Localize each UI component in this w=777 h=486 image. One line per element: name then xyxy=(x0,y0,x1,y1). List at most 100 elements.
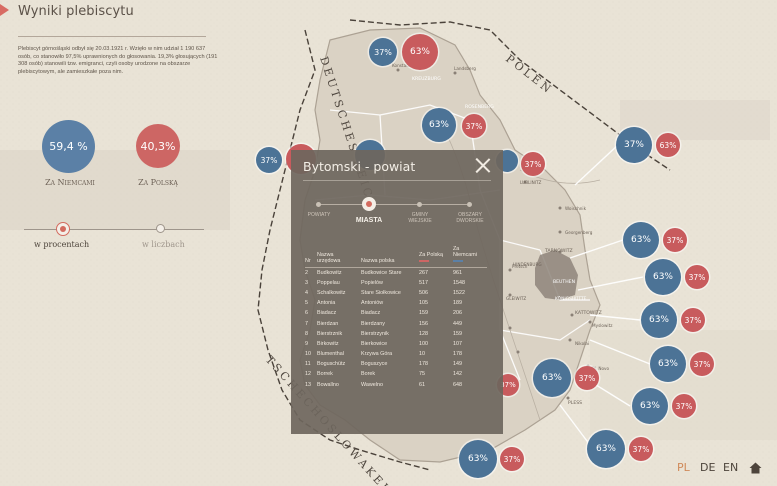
results-table: Nr Nazwa urzędowa Nazwa polska Za Polską… xyxy=(305,246,487,390)
close-icon[interactable] xyxy=(475,157,491,173)
bubble-germany[interactable]: 63% xyxy=(650,346,686,382)
cell-polish: Popielów xyxy=(361,279,383,286)
table-header: Nr Nazwa urzędowa Nazwa polska Za Polską… xyxy=(305,246,487,268)
bubble-germany[interactable]: 37% xyxy=(369,38,397,66)
cell-nr: 9 xyxy=(305,340,308,347)
cell-nr: 12 xyxy=(305,371,311,378)
cell-pl: 517 xyxy=(419,279,428,286)
industrial-district xyxy=(535,250,578,300)
cell-nr: 8 xyxy=(305,330,308,337)
step-obszary-dot[interactable] xyxy=(467,202,472,207)
cell-de: 961 xyxy=(453,269,462,276)
step-powiaty-label[interactable]: POWIATY xyxy=(307,212,331,218)
bubble-germany[interactable]: 37% xyxy=(616,127,652,163)
cell-official: Borrek xyxy=(317,371,333,378)
bubble-poland[interactable]: 37% xyxy=(672,394,696,418)
bubble-poland[interactable]: 63% xyxy=(402,34,438,70)
cell-polish: Krzywa Góra xyxy=(361,351,393,358)
germany-total-value: 59,4 % xyxy=(49,140,88,153)
bubble-poland[interactable]: 37% xyxy=(575,366,599,390)
cell-polish: Bierkowice xyxy=(361,340,388,347)
toggle-count-radio[interactable] xyxy=(156,224,165,233)
bubble-poland[interactable]: 37% xyxy=(690,352,714,376)
bubble-germany[interactable]: 63% xyxy=(632,388,668,424)
cell-de: 189 xyxy=(453,300,462,307)
cell-nr: 5 xyxy=(305,300,308,307)
toggle-percent-radio[interactable] xyxy=(56,222,70,236)
cell-pl: 506 xyxy=(419,289,428,296)
cell-nr: 4 xyxy=(305,289,308,296)
table-row: 12 Borrek Borek 75 142 xyxy=(305,369,487,379)
cell-official: Blumenthal xyxy=(317,351,344,358)
bubble-poland[interactable]: 37% xyxy=(663,228,687,252)
step-obszary-label[interactable]: OBSZARY DWORSKIE xyxy=(456,212,484,224)
table-row: 5 Antonia Antoniów 105 189 xyxy=(305,298,487,308)
bubble-germany[interactable]: 63% xyxy=(533,359,571,397)
table-row: 4 Schalkowitz Stare Siołkowice 506 1522 xyxy=(305,288,487,298)
bubble-germany[interactable]: 63% xyxy=(641,302,677,338)
bubble-germany[interactable]: 63% xyxy=(623,222,659,258)
home-icon[interactable] xyxy=(749,462,762,474)
lang-pl[interactable]: PL xyxy=(677,461,690,474)
header-marker-icon xyxy=(0,4,9,16)
cell-de: 159 xyxy=(453,330,462,337)
bubble-germany[interactable]: 63% xyxy=(459,440,497,478)
bubble-poland[interactable]: 37% xyxy=(521,152,545,176)
cell-pl: 105 xyxy=(419,300,428,307)
cell-official: Biadacz xyxy=(317,310,337,317)
svg-text:Georgenberg: Georgenberg xyxy=(565,230,593,235)
table-row: 6 Biadacz Biadacz 159 206 xyxy=(305,308,487,318)
cell-de: 1522 xyxy=(453,289,465,296)
step-gminy-dot[interactable] xyxy=(417,202,422,207)
bubble-germany[interactable]: 63% xyxy=(422,108,456,142)
bubble-poland[interactable]: 37% xyxy=(685,265,709,289)
page-title: Wyniki plebiscytu xyxy=(18,4,134,19)
step-miasta-dot[interactable] xyxy=(362,197,376,211)
cell-polish: Stare Siołkowice xyxy=(361,289,401,296)
bubble-poland[interactable]: 37% xyxy=(629,437,653,461)
cell-polish: Bierstrzynik xyxy=(361,330,389,337)
bubble-poland[interactable]: 37% xyxy=(462,114,486,138)
bubble-germany[interactable]: 37% xyxy=(256,147,282,173)
cell-polish: Bierdzany xyxy=(361,320,385,327)
cell-pl: 10 xyxy=(419,351,425,358)
cell-official: Bowallno xyxy=(317,381,339,388)
cell-polish: Boguszyce xyxy=(361,361,388,368)
step-miasta-label[interactable]: MIASTA xyxy=(355,217,383,224)
step-gminy-label[interactable]: GMINY WIEJSKIE xyxy=(408,212,432,224)
toggle-percent-label[interactable]: w procentach xyxy=(34,240,90,249)
cell-pl: 100 xyxy=(419,340,428,347)
table-row: 2 Budkowitz Budkowice Stare 267 961 xyxy=(305,268,487,278)
svg-text:LUBLINITZ: LUBLINITZ xyxy=(520,180,542,185)
district-detail-dialog: Bytomski - powiat POWIATY MIASTA GMINY W… xyxy=(291,150,503,434)
bubble-poland[interactable]: 63% xyxy=(656,133,680,157)
lang-de[interactable]: DE xyxy=(700,461,716,474)
step-powiaty-dot[interactable] xyxy=(316,202,321,207)
cell-pl: 178 xyxy=(419,361,428,368)
svg-text:Nikolai: Nikolai xyxy=(575,341,589,346)
germany-total-label: Za Niemcami xyxy=(45,178,95,187)
cell-de: 178 xyxy=(453,351,462,358)
header-for-germany: Za Niemcami xyxy=(453,246,487,268)
lang-en[interactable]: EN xyxy=(723,461,739,474)
bubble-poland[interactable]: 37% xyxy=(500,447,524,471)
cell-official: Budkowitz xyxy=(317,269,342,276)
cell-official: Birkowitz xyxy=(317,340,339,347)
cell-pl: 159 xyxy=(419,310,428,317)
cell-official: Schalkowitz xyxy=(317,289,346,296)
cell-nr: 2 xyxy=(305,269,308,276)
cell-pl: 128 xyxy=(419,330,428,337)
poland-swatch xyxy=(419,260,429,262)
header-divider xyxy=(18,36,206,37)
bubble-germany[interactable]: 63% xyxy=(587,430,625,468)
bubble-germany[interactable]: 63% xyxy=(645,259,681,295)
toggle-count-label[interactable]: w liczbach xyxy=(142,240,185,249)
svg-text:KATTOWITZ: KATTOWITZ xyxy=(575,310,602,316)
cell-polish: Borek xyxy=(361,371,376,378)
cell-de: 107 xyxy=(453,340,462,347)
svg-text:PLESS: PLESS xyxy=(568,400,582,406)
bubble-poland[interactable]: 37% xyxy=(681,308,705,332)
svg-text:GLEIWITZ: GLEIWITZ xyxy=(506,296,526,301)
dialog-title: Bytomski - powiat xyxy=(303,159,416,174)
cell-pl: 267 xyxy=(419,269,428,276)
